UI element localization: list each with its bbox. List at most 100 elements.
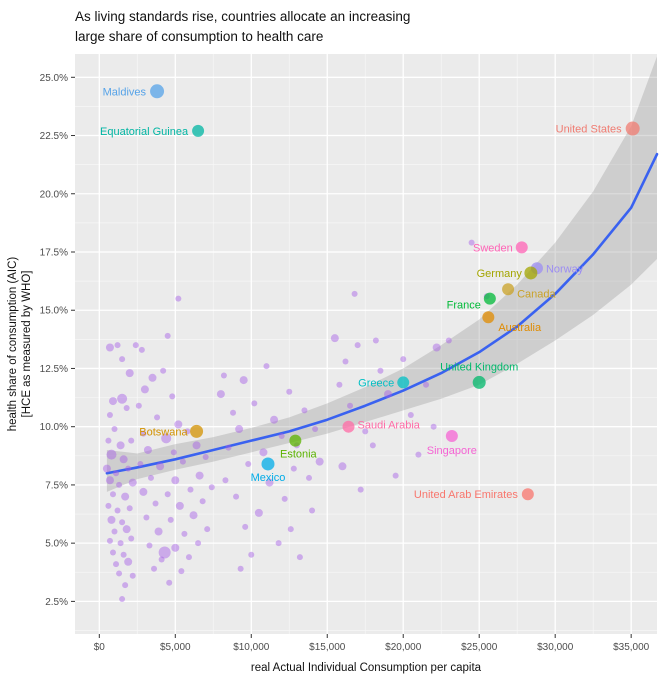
country-label-sweden: Sweden	[473, 242, 513, 254]
data-point	[342, 358, 349, 365]
data-point	[120, 551, 127, 558]
data-point	[184, 428, 191, 435]
data-point	[119, 356, 126, 363]
data-point	[128, 478, 137, 487]
data-point	[301, 407, 308, 414]
data-point	[121, 492, 130, 501]
country-label-maldives: Maldives	[103, 86, 147, 98]
country-label-france: France	[447, 300, 481, 312]
data-point	[129, 572, 136, 579]
data-point	[137, 460, 144, 467]
data-point	[124, 557, 133, 566]
data-point	[154, 527, 163, 536]
data-point	[106, 449, 117, 460]
data-point	[174, 420, 183, 429]
data-point	[230, 409, 237, 416]
data-point	[166, 579, 173, 586]
data-point	[204, 526, 211, 533]
data-point	[296, 554, 303, 561]
data-point	[181, 530, 188, 537]
data-point	[384, 390, 393, 399]
data-point	[222, 477, 229, 484]
data-point	[377, 367, 384, 374]
data-point	[432, 343, 441, 352]
country-label-equatorial-guinea: Equatorial Guinea	[100, 126, 189, 138]
data-point	[119, 519, 126, 526]
data-point	[158, 556, 165, 563]
trend-line	[105, 152, 659, 475]
country-point-france	[483, 292, 496, 305]
y-axis-title-line2: [HCE as measured by WHO]	[21, 271, 33, 418]
country-point-united-arab-emirates	[521, 488, 534, 501]
data-point	[309, 507, 316, 514]
plot-area: Maldives Equatorial Guinea United States Sw…	[7, 54, 659, 674]
country-point-united-states	[625, 121, 640, 136]
country-point-sweden	[515, 241, 528, 254]
data-point	[125, 369, 134, 378]
data-point	[111, 528, 118, 535]
country-point-germany	[524, 266, 538, 280]
country-point-singapore	[445, 430, 458, 443]
y-tick-label: 25.0%	[40, 73, 68, 84]
data-point	[216, 390, 225, 399]
data-point	[336, 381, 343, 388]
data-point	[123, 405, 130, 412]
country-label-germany: Germany	[477, 268, 523, 280]
data-point	[407, 412, 414, 419]
data-point	[237, 565, 244, 572]
data-point	[415, 451, 422, 458]
data-point	[138, 346, 145, 353]
chart-title: As living standards rise, countries allo…	[75, 7, 410, 46]
y-tick-label: 2.5%	[45, 597, 68, 608]
y-tick-label: 10.0%	[40, 422, 68, 433]
data-point	[430, 423, 437, 430]
data-point	[195, 540, 202, 547]
data-point	[143, 514, 150, 521]
data-point	[202, 453, 209, 460]
y-tick-label: 12.5%	[40, 364, 68, 375]
data-point	[175, 295, 182, 302]
data-point	[369, 442, 376, 449]
x-tick-label: $30,000	[537, 642, 574, 653]
data-point	[106, 537, 113, 544]
data-point	[107, 515, 116, 524]
data-point	[119, 596, 126, 603]
y-tick-label: 22.5%	[40, 131, 68, 142]
data-point	[423, 381, 430, 388]
x-tick-label: $25,000	[461, 642, 498, 653]
data-point	[468, 239, 475, 246]
data-point	[135, 402, 142, 409]
data-point	[185, 554, 192, 561]
data-point	[102, 464, 111, 473]
data-point	[105, 437, 112, 444]
confidence-band	[106, 56, 657, 492]
data-point	[171, 476, 180, 485]
data-point	[140, 385, 149, 394]
data-point	[114, 507, 121, 514]
data-point	[113, 470, 120, 477]
data-point	[351, 290, 358, 297]
y-tick-label: 7.5%	[45, 480, 68, 491]
data-point	[392, 472, 399, 479]
data-point	[199, 498, 206, 505]
data-point	[158, 546, 171, 559]
country-label-united-arab-emirates: United Arab Emirates	[414, 489, 518, 501]
chart-title-line1: As living standards rise, countries allo…	[75, 9, 411, 24]
chart-title-line2: large share of consumption to health car…	[75, 28, 324, 44]
y-tick-label: 15.0%	[40, 306, 68, 317]
data-point	[254, 508, 263, 517]
country-point-equatorial-guinea	[192, 124, 205, 137]
data-point	[225, 444, 232, 451]
data-point	[192, 441, 201, 450]
x-tick-label: $0	[94, 642, 106, 653]
data-point	[245, 460, 252, 467]
country-point-australia	[482, 311, 495, 324]
data-point	[278, 433, 285, 440]
x-tick-label: $10,000	[233, 642, 270, 653]
data-point	[105, 343, 114, 352]
data-point	[116, 570, 123, 577]
data-point	[171, 543, 180, 552]
data-point	[179, 458, 186, 465]
data-point	[147, 474, 154, 481]
